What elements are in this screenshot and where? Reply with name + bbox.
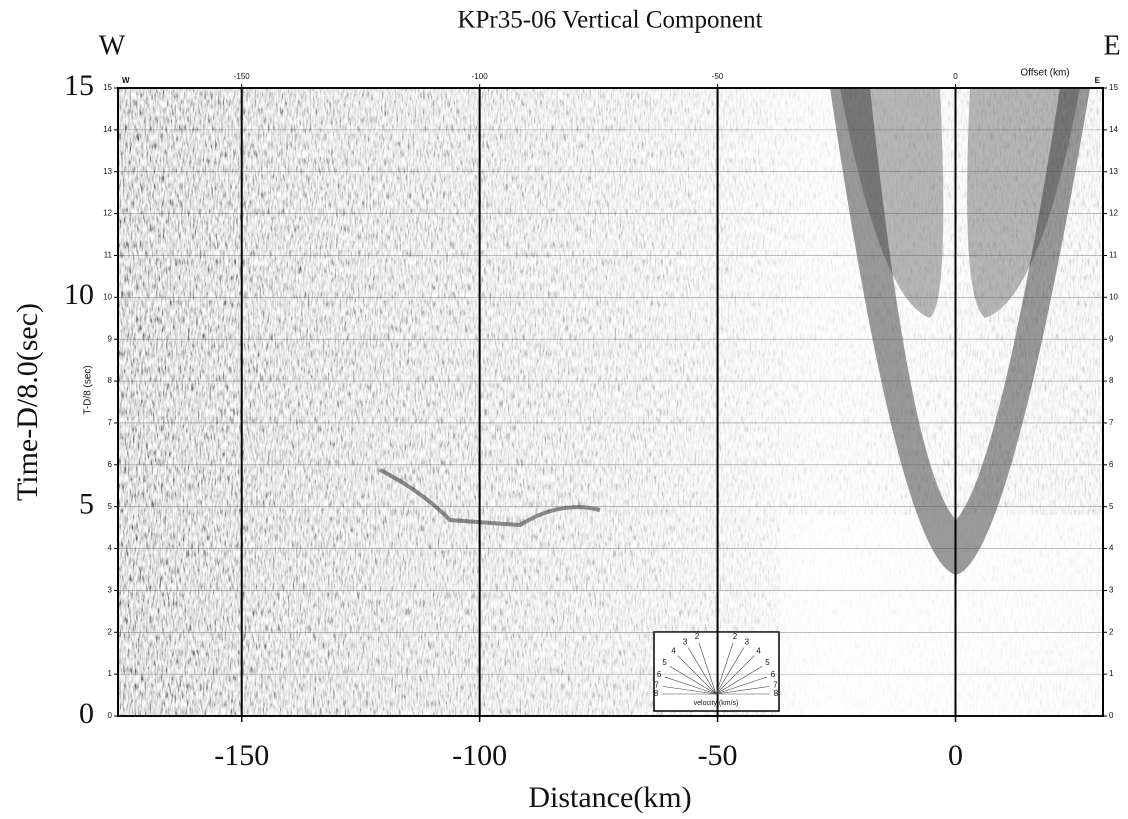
x-tick-label-small: -150 [234,72,251,81]
velocity-line [715,647,745,695]
west-label: W [99,30,126,61]
velocity-label: 7 [654,681,659,690]
velocity-label: 2 [695,632,700,641]
x-tick-label: 0 [948,739,963,772]
velocity-key-label: velocity (km/s) [694,700,739,707]
velocity-label: 5 [765,658,770,667]
y-tick-label: 0 [79,697,94,730]
y-tick-label-small: 5 [108,502,113,511]
y-tick-label-small: 0 [1109,711,1114,720]
inner-y-label: T-D/8 (sec) [83,365,94,414]
y-tick-label-small: 7 [1109,418,1114,427]
chart-title: KPr35-06 Vertical Component [457,7,762,34]
velocity-line [662,686,717,695]
y-tick-label-small: 7 [108,418,113,427]
y-tick-label-small: 11 [1109,251,1118,260]
y-tick-label-small: 11 [104,251,113,260]
velocity-key: velocity (km/s) [653,631,780,712]
y-tick-label-small: 8 [108,376,113,385]
y-tick-label-small: 12 [1109,209,1118,218]
y-tick-label-small: 14 [1109,125,1118,134]
y-tick-label-small: 3 [1109,586,1114,595]
velocity-label: 6 [771,670,776,679]
y-tick-label-small: 15 [1109,83,1118,92]
east-label: E [1103,30,1120,61]
y-tick-label-small: 5 [1109,502,1114,511]
velocity-label: 2 [733,632,738,641]
y-tick-label-small: 12 [103,209,112,218]
velocity-label: 3 [683,638,688,647]
y-tick-label-small: 6 [108,460,113,469]
y-tick-label-small: 2 [108,627,113,636]
velocity-label: 4 [756,647,761,656]
y-tick-label-small: 2 [1109,627,1114,636]
y-axis-label: Time-D/8.0(sec) [11,303,44,501]
velocity-key-box [653,631,780,712]
y-tick-label-small: 6 [1109,460,1114,469]
velocity-line [715,676,768,695]
y-tick-label-small: 9 [108,334,113,343]
y-tick-label-small: 15 [103,83,112,92]
x-tick-label: -150 [214,739,269,772]
velocity-label: 8 [654,689,659,698]
velocity-line [715,642,734,695]
y-tick-label-small: 10 [103,292,112,301]
seismic-image [118,88,1103,716]
velocity-line [698,642,717,695]
velocity-line [715,655,755,695]
velocity-label: 3 [745,638,750,647]
west-label-small: W [122,76,130,85]
y-tick-label-small: 1 [108,669,113,678]
velocity-line [715,686,770,695]
y-tick-label-small: 4 [108,544,113,553]
y-tick-label-small: 3 [108,586,113,595]
y-tick-label-small: 14 [103,125,112,134]
velocity-label: 5 [662,658,667,667]
y-tick-label-small: 8 [1109,376,1114,385]
y-tick-label-small: 4 [1109,544,1114,553]
velocity-label: 8 [774,689,779,698]
y-tick-label-small: 10 [1109,292,1118,301]
y-tick-label-small: 0 [108,711,113,720]
y-tick-label-small: 13 [103,167,112,176]
x-tick-label: -50 [698,739,738,772]
y-tick-label: 15 [64,69,94,102]
x-tick-label-small: -100 [472,72,489,81]
y-tick-label: 10 [64,278,94,311]
velocity-label: 6 [657,670,662,679]
x-tick-label-small: 0 [953,72,958,81]
east-label-small: E [1095,76,1101,85]
velocity-label: 7 [773,681,778,690]
y-tick-label-small: 1 [1109,669,1114,678]
y-tick-label: 5 [79,488,94,521]
x-axis-label: Distance(km) [528,781,691,814]
velocity-label: 4 [671,647,676,656]
y-tick-label-small: 9 [1109,334,1114,343]
inner-x-label: Offset (km) [1020,68,1069,79]
velocity-line [687,647,717,695]
velocity-line [677,655,717,695]
y-tick-label-small: 13 [1109,167,1118,176]
velocity-line [669,665,717,695]
x-tick-label: -100 [452,739,507,772]
velocity-line [664,676,717,695]
velocity-line [715,665,763,695]
x-tick-label-small: -50 [712,72,724,81]
